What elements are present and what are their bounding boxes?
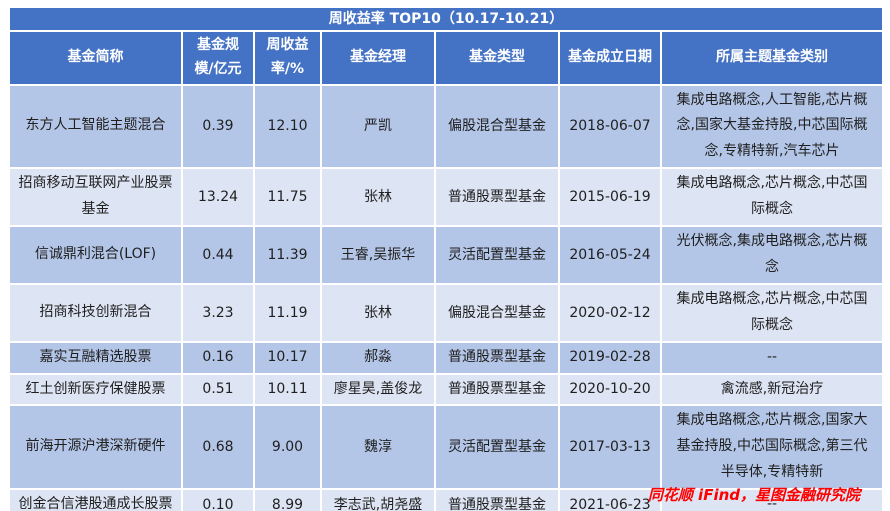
data-source-note: 同花顺 iFind，星图金融研究院 <box>647 486 860 504</box>
cell-fund-scale: 0.39 <box>181 83 255 170</box>
cell-manager: 张林 <box>320 282 436 343</box>
column-header-found-date: 基金成立日期 <box>558 30 662 86</box>
cell-theme: 禽流感,新冠治疗 <box>660 372 884 407</box>
table-body: 东方人工智能主题混合 0.39 12.10 严凯 偏股混合型基金 2018-06… <box>8 83 884 511</box>
cell-theme: -- <box>660 340 884 375</box>
cell-fund-scale: 13.24 <box>181 167 255 228</box>
cell-found-date: 2016-05-24 <box>558 225 662 285</box>
cell-found-date: 2020-02-12 <box>558 282 662 343</box>
column-header-fund-scale: 基金规模/亿元 <box>181 30 255 86</box>
column-header-week-return: 周收益率/% <box>253 30 322 86</box>
cell-fund-name: 嘉实互融精选股票 <box>8 340 183 375</box>
cell-fund-scale: 0.68 <box>181 404 255 491</box>
cell-week-return: 8.99 <box>253 488 322 511</box>
column-header-fund-type: 基金类型 <box>434 30 560 86</box>
cell-fund-name: 招商移动互联网产业股票基金 <box>8 167 183 228</box>
cell-manager: 郝淼 <box>320 340 436 375</box>
cell-theme: 集成电路概念,芯片概念,国家大基金持股,中芯国际概念,第三代半导体,专精特新 <box>660 404 884 491</box>
cell-fund-name: 信诚鼎利混合(LOF) <box>8 225 183 285</box>
cell-fund-type: 普通股票型基金 <box>434 340 560 375</box>
cell-theme: 光伏概念,集成电路概念,芯片概念 <box>660 225 884 285</box>
cell-theme: 集成电路概念,芯片概念,中芯国际概念 <box>660 282 884 343</box>
column-header-manager: 基金经理 <box>320 30 436 86</box>
cell-theme: 集成电路概念,芯片概念,中芯国际概念 <box>660 167 884 228</box>
cell-week-return: 11.19 <box>253 282 322 343</box>
cell-fund-type: 灵活配置型基金 <box>434 225 560 285</box>
cell-week-return: 11.39 <box>253 225 322 285</box>
table-row: 招商移动互联网产业股票基金 13.24 11.75 张林 普通股票型基金 201… <box>8 167 884 228</box>
cell-fund-scale: 0.51 <box>181 372 255 407</box>
cell-fund-name: 前海开源沪港深新硬件 <box>8 404 183 491</box>
column-header-fund-name: 基金简称 <box>8 30 183 86</box>
cell-fund-type: 普通股票型基金 <box>434 167 560 228</box>
cell-week-return: 10.11 <box>253 372 322 407</box>
cell-manager: 廖星昊,盖俊龙 <box>320 372 436 407</box>
cell-found-date: 2015-06-19 <box>558 167 662 228</box>
cell-fund-scale: 0.44 <box>181 225 255 285</box>
table-row: 东方人工智能主题混合 0.39 12.10 严凯 偏股混合型基金 2018-06… <box>8 83 884 170</box>
cell-week-return: 12.10 <box>253 83 322 170</box>
cell-manager: 张林 <box>320 167 436 228</box>
table-title: 周收益率 TOP10（10.17-10.21） <box>8 6 884 32</box>
cell-manager: 李志武,胡尧盛 <box>320 488 436 511</box>
cell-manager: 魏淳 <box>320 404 436 491</box>
table-row: 嘉实互融精选股票 0.16 10.17 郝淼 普通股票型基金 2019-02-2… <box>8 340 884 375</box>
column-header-theme: 所属主题基金类别 <box>660 30 884 86</box>
table-row: 招商科技创新混合 3.23 11.19 张林 偏股混合型基金 2020-02-1… <box>8 282 884 343</box>
fund-return-table-container: 周收益率 TOP10（10.17-10.21） 基金简称 基金规模/亿元 周收益… <box>8 6 884 511</box>
cell-found-date: 2021-06-23 <box>558 488 662 511</box>
table-row: 信诚鼎利混合(LOF) 0.44 11.39 王睿,吴振华 灵活配置型基金 20… <box>8 225 884 285</box>
cell-theme: -- <box>660 488 884 511</box>
table-row: 前海开源沪港深新硬件 0.68 9.00 魏淳 灵活配置型基金 2017-03-… <box>8 404 884 491</box>
cell-fund-type: 偏股混合型基金 <box>434 83 560 170</box>
table-header-row: 基金简称 基金规模/亿元 周收益率/% 基金经理 基金类型 基金成立日期 所属主… <box>8 30 884 86</box>
cell-week-return: 9.00 <box>253 404 322 491</box>
table-title-row: 周收益率 TOP10（10.17-10.21） <box>8 6 884 32</box>
cell-fund-type: 普通股票型基金 <box>434 372 560 407</box>
cell-fund-name: 东方人工智能主题混合 <box>8 83 183 170</box>
cell-fund-scale: 0.10 <box>181 488 255 511</box>
cell-week-return: 10.17 <box>253 340 322 375</box>
cell-fund-name: 红土创新医疗保健股票 <box>8 372 183 407</box>
cell-fund-type: 普通股票型基金 <box>434 488 560 511</box>
cell-fund-scale: 3.23 <box>181 282 255 343</box>
cell-fund-name: 创金合信港股通成长股票 <box>8 488 183 511</box>
cell-found-date: 2019-02-28 <box>558 340 662 375</box>
cell-found-date: 2017-03-13 <box>558 404 662 491</box>
cell-fund-type: 灵活配置型基金 <box>434 404 560 491</box>
cell-theme: 集成电路概念,人工智能,芯片概念,国家大基金持股,中芯国际概念,专精特新,汽车芯… <box>660 83 884 170</box>
cell-fund-name: 招商科技创新混合 <box>8 282 183 343</box>
cell-found-date: 2018-06-07 <box>558 83 662 170</box>
cell-week-return: 11.75 <box>253 167 322 228</box>
table-row: 红土创新医疗保健股票 0.51 10.11 廖星昊,盖俊龙 普通股票型基金 20… <box>8 372 884 407</box>
cell-found-date: 2020-10-20 <box>558 372 662 407</box>
table-row: 创金合信港股通成长股票 0.10 8.99 李志武,胡尧盛 普通股票型基金 20… <box>8 488 884 511</box>
cell-manager: 王睿,吴振华 <box>320 225 436 285</box>
cell-manager: 严凯 <box>320 83 436 170</box>
fund-return-table: 周收益率 TOP10（10.17-10.21） 基金简称 基金规模/亿元 周收益… <box>8 6 884 511</box>
cell-fund-type: 偏股混合型基金 <box>434 282 560 343</box>
cell-fund-scale: 0.16 <box>181 340 255 375</box>
